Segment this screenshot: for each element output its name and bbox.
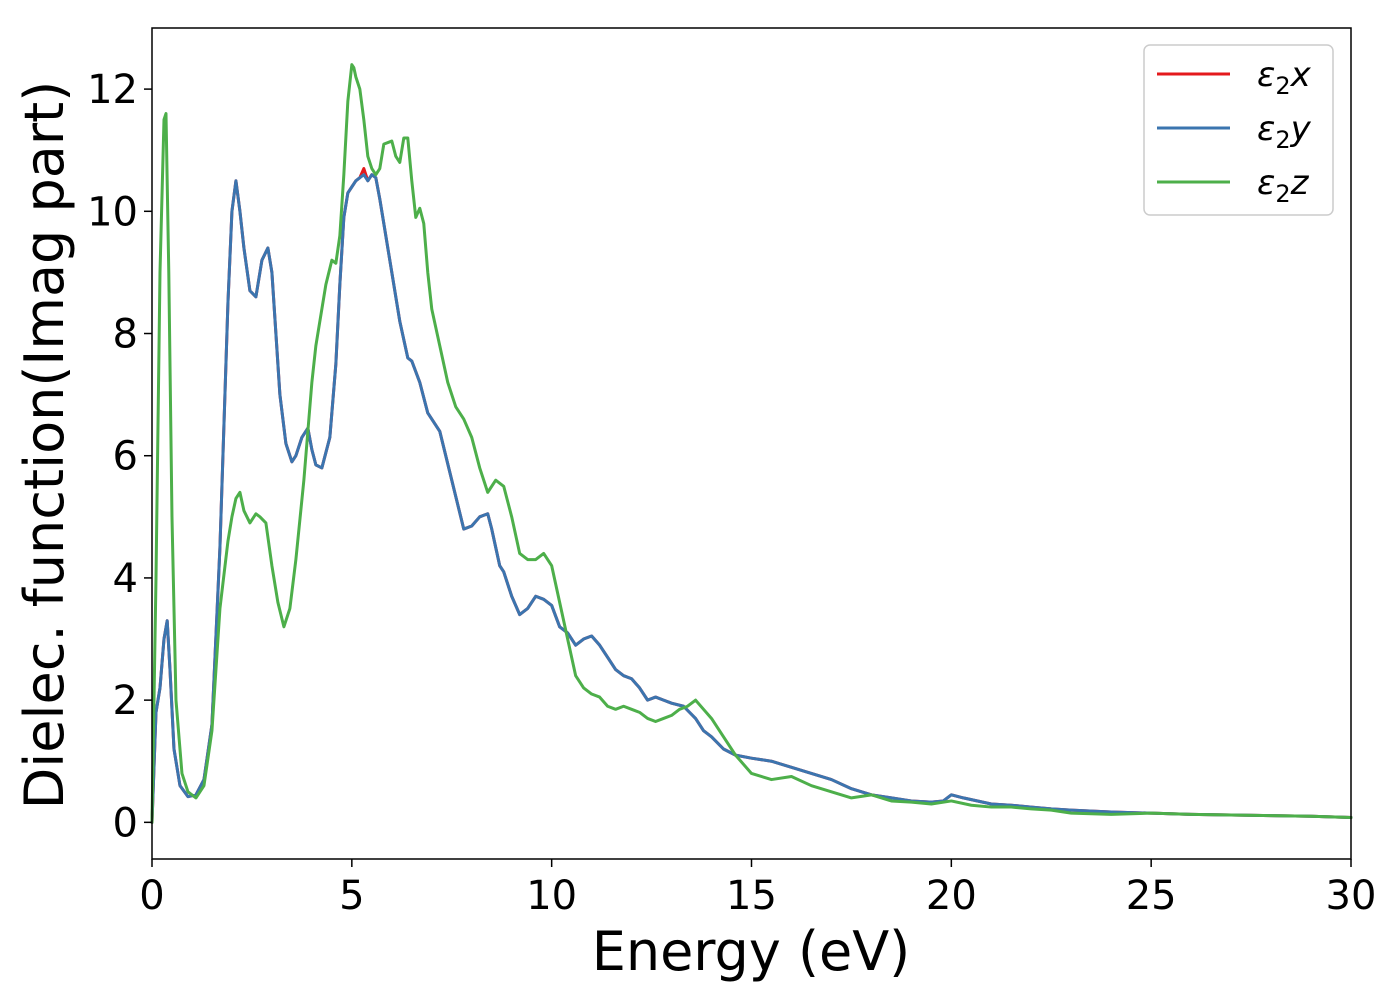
y-axis-label: Dielec. function(Imag part) xyxy=(13,81,76,810)
y-tick-label: 12 xyxy=(87,67,138,113)
series-layer xyxy=(150,63,1353,824)
x-tick-label: 0 xyxy=(139,873,164,919)
x-tick-label: 15 xyxy=(726,873,777,919)
y-tick-label: 6 xyxy=(113,434,138,480)
legend-label-y: ε2y xyxy=(1257,109,1312,154)
x-tick-label: 5 xyxy=(339,873,364,919)
legend-box xyxy=(1143,44,1334,216)
x-axis-label: Energy (eV) xyxy=(592,920,911,983)
x-tick-label: 20 xyxy=(926,873,977,919)
y-tick-label: 4 xyxy=(113,556,138,602)
x-tick-label: 10 xyxy=(526,873,577,919)
legend-label-z: ε2z xyxy=(1257,163,1310,208)
series-line-y xyxy=(150,173,1353,824)
legend-label-x: ε2x xyxy=(1257,55,1312,100)
series-line-z xyxy=(150,63,1353,824)
y-tick-label: 8 xyxy=(113,312,138,358)
y-axis-ticks: 0 2 4 6 8 10 12 xyxy=(87,67,152,846)
y-tick-label: 0 xyxy=(113,800,138,846)
x-axis-ticks: 0 5 10 15 20 25 30 xyxy=(139,859,1376,919)
x-tick-label: 25 xyxy=(1126,873,1177,919)
y-tick-label: 10 xyxy=(87,189,138,235)
series-line-x xyxy=(150,167,1353,824)
x-tick-label: 30 xyxy=(1326,873,1377,919)
y-tick-label: 2 xyxy=(113,678,138,724)
legend: ε2x ε2y ε2z xyxy=(1143,44,1334,216)
